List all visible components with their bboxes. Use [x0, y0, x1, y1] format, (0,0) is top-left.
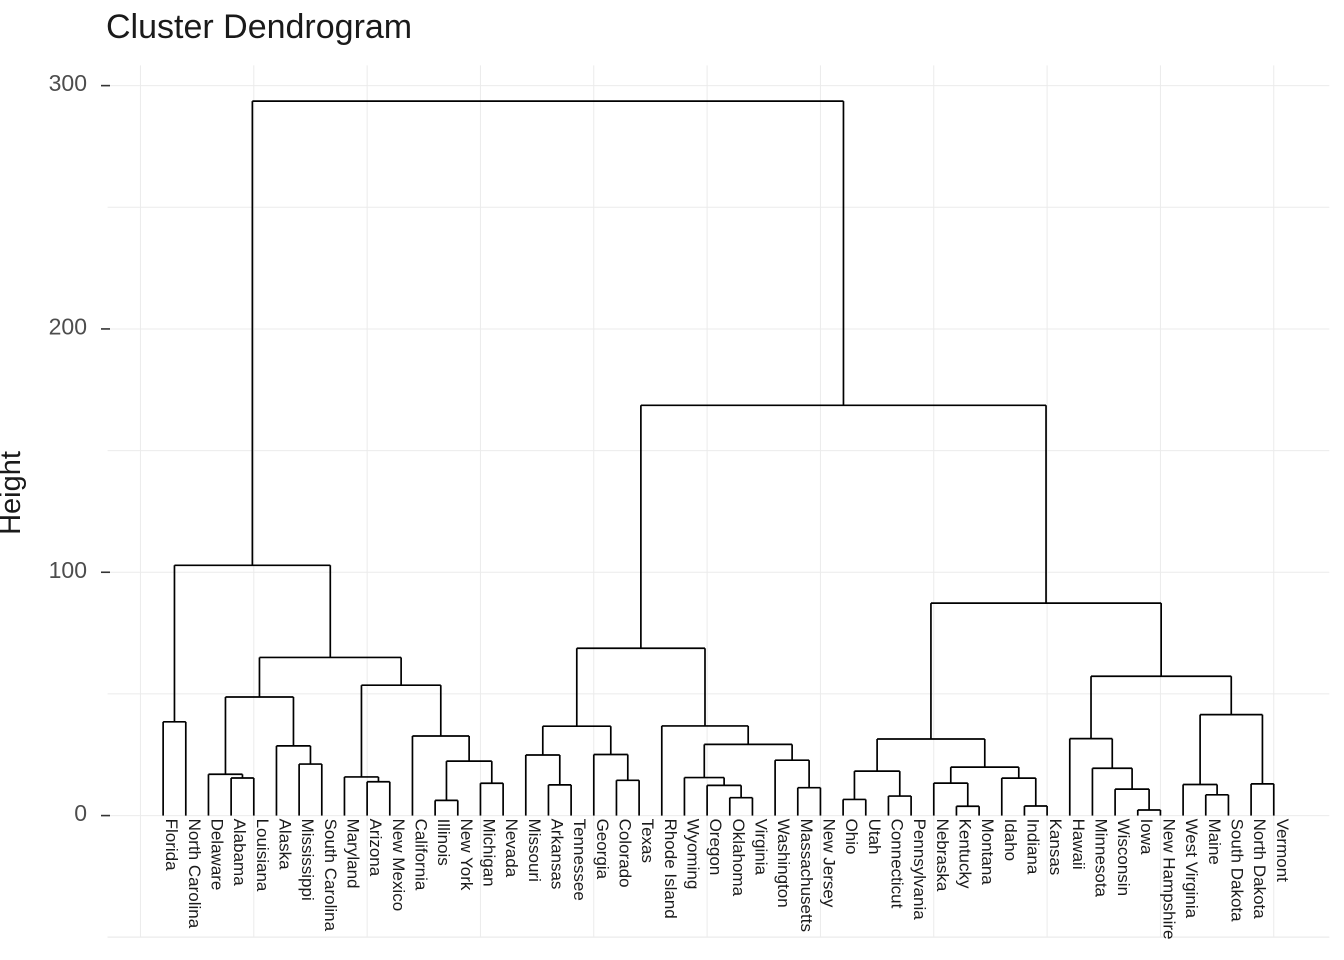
svg-text:North Carolina: North Carolina	[185, 819, 204, 929]
svg-text:Maine: Maine	[1205, 819, 1224, 865]
svg-text:Missouri: Missouri	[525, 819, 544, 882]
svg-text:Delaware: Delaware	[207, 819, 226, 891]
svg-text:Texas: Texas	[638, 819, 657, 863]
svg-text:West Virginia: West Virginia	[1182, 819, 1201, 919]
svg-text:South Dakota: South Dakota	[1227, 819, 1246, 923]
svg-text:Height: Height	[0, 451, 27, 535]
svg-text:California: California	[411, 819, 430, 891]
svg-text:Iowa: Iowa	[1137, 819, 1156, 855]
svg-text:Illinois: Illinois	[434, 819, 453, 866]
svg-text:Maryland: Maryland	[343, 819, 362, 889]
svg-text:Massachusetts: Massachusetts	[797, 819, 816, 932]
svg-text:Ohio: Ohio	[842, 819, 861, 855]
svg-text:300: 300	[49, 70, 87, 96]
svg-text:Vermont: Vermont	[1273, 819, 1292, 883]
svg-text:North Dakota: North Dakota	[1250, 819, 1269, 920]
svg-text:0: 0	[74, 800, 87, 826]
svg-text:Montana: Montana	[978, 819, 997, 886]
svg-text:Mississippi: Mississippi	[298, 819, 317, 901]
svg-text:Alaska: Alaska	[275, 819, 294, 871]
svg-text:Kansas: Kansas	[1046, 819, 1065, 876]
svg-text:Rhode Island: Rhode Island	[661, 819, 680, 919]
svg-text:Indiana: Indiana	[1023, 819, 1042, 875]
svg-text:Hawaii: Hawaii	[1069, 819, 1088, 870]
svg-text:South Carolina: South Carolina	[321, 819, 340, 932]
svg-text:New Jersey: New Jersey	[819, 819, 838, 908]
svg-text:Alabama: Alabama	[230, 819, 249, 887]
svg-text:New York: New York	[457, 819, 476, 891]
svg-text:Colorado: Colorado	[615, 819, 634, 888]
svg-text:Connecticut: Connecticut	[887, 819, 906, 909]
svg-text:Idaho: Idaho	[1001, 819, 1020, 862]
svg-text:Minnesota: Minnesota	[1091, 819, 1110, 898]
svg-text:Nebraska: Nebraska	[933, 819, 952, 892]
svg-text:Oklahoma: Oklahoma	[729, 819, 748, 897]
svg-text:Cluster Dendrogram: Cluster Dendrogram	[106, 8, 412, 46]
svg-text:Arkansas: Arkansas	[547, 819, 566, 890]
svg-text:Nevada: Nevada	[502, 819, 521, 878]
svg-text:Wisconsin: Wisconsin	[1114, 819, 1133, 896]
svg-text:Pennsylvania: Pennsylvania	[910, 819, 929, 921]
svg-text:Arizona: Arizona	[366, 819, 385, 877]
svg-text:200: 200	[49, 313, 87, 339]
svg-text:Florida: Florida	[162, 819, 181, 872]
svg-text:New Mexico: New Mexico	[389, 819, 408, 912]
svg-text:New Hampshire: New Hampshire	[1159, 819, 1178, 940]
svg-text:Kentucky: Kentucky	[955, 819, 974, 889]
svg-text:Michigan: Michigan	[479, 819, 498, 887]
svg-text:Utah: Utah	[865, 819, 884, 855]
svg-text:Louisiana: Louisiana	[253, 819, 272, 892]
svg-text:Washington: Washington	[774, 819, 793, 908]
svg-text:Virginia: Virginia	[751, 819, 770, 876]
svg-text:100: 100	[49, 557, 87, 583]
svg-text:Oregon: Oregon	[706, 819, 725, 876]
svg-text:Georgia: Georgia	[593, 819, 612, 880]
svg-text:Wyoming: Wyoming	[683, 819, 702, 890]
svg-text:Tennessee: Tennessee	[570, 819, 589, 901]
